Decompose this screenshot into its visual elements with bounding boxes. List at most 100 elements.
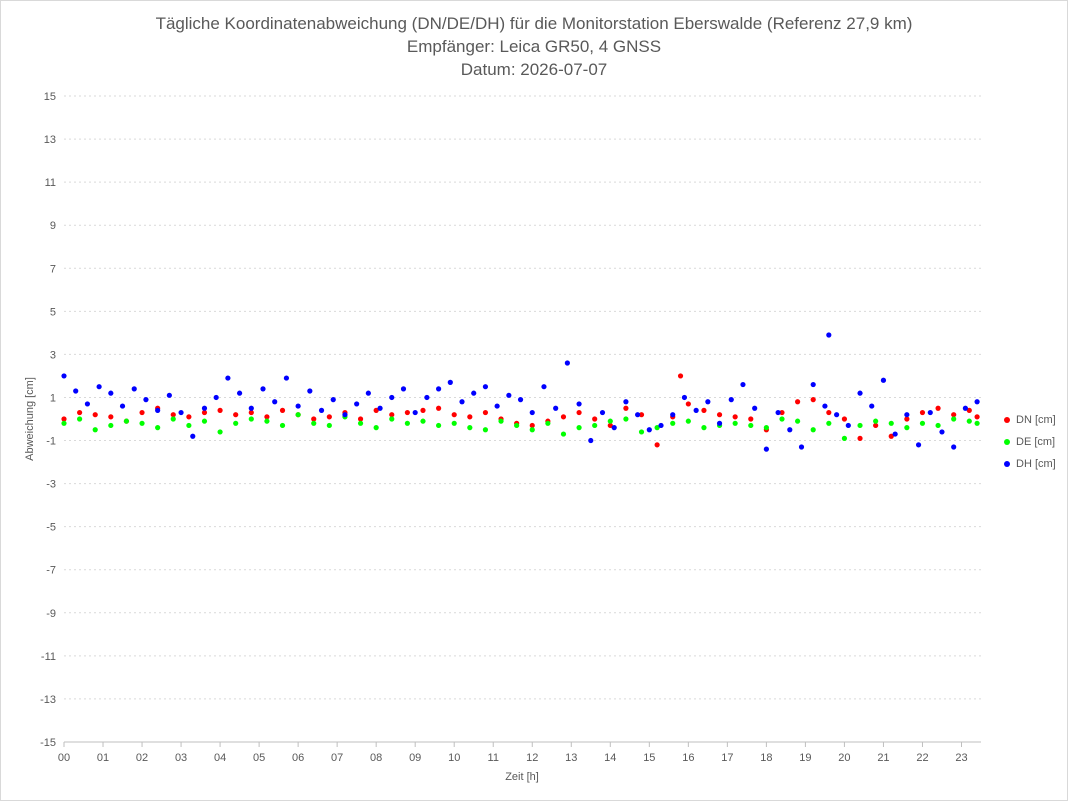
dh-point [728, 397, 734, 403]
dh-point [494, 403, 500, 409]
de-point [498, 418, 504, 424]
de-point [201, 418, 208, 424]
dn-point [451, 412, 457, 418]
de-point [951, 416, 957, 422]
dh-point [892, 431, 898, 437]
de-point [701, 425, 707, 431]
x-tick-label: 08 [370, 752, 382, 764]
dh-point [377, 405, 383, 411]
y-tick-label: -15 [40, 737, 56, 749]
dn-point [404, 409, 410, 416]
x-tick-label: 18 [760, 752, 772, 764]
de-point [638, 429, 645, 435]
de-point [576, 425, 582, 431]
de-point [974, 420, 980, 426]
dh-point [623, 399, 629, 405]
de-point [888, 420, 894, 426]
dh-point [155, 407, 161, 413]
legend-marker-de [1004, 439, 1010, 445]
de-point [420, 418, 426, 424]
dn-point [311, 416, 317, 422]
dh-point [412, 409, 418, 416]
dh-point [740, 381, 746, 388]
x-tick-label: 10 [448, 752, 460, 764]
de-point [795, 418, 801, 424]
dh-point [588, 437, 594, 444]
de-point [529, 427, 535, 433]
y-tick-label: -13 [40, 694, 56, 706]
dn-point [716, 412, 723, 418]
dn-point [592, 416, 598, 422]
x-tick-label: 04 [214, 752, 226, 764]
legend-marker-dh [1004, 461, 1010, 467]
dh-point [190, 433, 196, 439]
dh-point [810, 381, 816, 388]
chart-title-line-2: Empfänger: Leica GR50, 4 GNSS [406, 37, 662, 56]
x-tick-label: 15 [643, 752, 655, 764]
de-point [357, 420, 364, 426]
dh-point [681, 394, 688, 401]
de-point [217, 429, 223, 435]
dh-point [822, 403, 828, 409]
dh-point [541, 384, 547, 390]
legend-item-de: DE [cm] [1004, 431, 1056, 453]
dh-point [962, 405, 968, 411]
de-point [186, 422, 192, 429]
dn-point [701, 407, 707, 413]
x-tick-label: 16 [682, 752, 694, 764]
x-axis-title: Zeit [h] [505, 771, 539, 783]
dn-point [264, 414, 270, 420]
de-point [264, 418, 270, 424]
dh-point [96, 384, 102, 390]
dh-point [904, 412, 910, 418]
de-point [467, 425, 473, 431]
dh-point [763, 446, 769, 452]
dh-point [974, 399, 980, 405]
y-tick-label: -9 [46, 608, 56, 620]
dn-point [186, 414, 192, 420]
dh-point [798, 444, 805, 450]
dn-point [795, 399, 801, 405]
dh-point [529, 409, 535, 416]
dh-point [307, 388, 313, 394]
dh-point [517, 397, 524, 403]
dn-point [935, 405, 941, 411]
dh-point [857, 390, 863, 396]
dn-point [623, 405, 629, 411]
dh-point [752, 405, 758, 411]
dn-point [607, 422, 613, 429]
dh-point [389, 394, 395, 401]
dh-point [131, 386, 137, 392]
dn-point [826, 409, 832, 416]
dn-point [888, 433, 894, 439]
dn-point [841, 416, 848, 422]
dh-point [553, 405, 559, 411]
dn-point [389, 412, 395, 418]
dh-point [108, 390, 114, 396]
dh-point [599, 409, 606, 416]
de-point [155, 425, 161, 431]
de-point [810, 427, 816, 433]
series-dn [61, 373, 980, 448]
dh-point [951, 444, 957, 450]
dh-point [646, 427, 652, 433]
dh-point [201, 405, 208, 411]
dh-point [354, 401, 360, 407]
de-point [623, 416, 629, 422]
legend-item-dh: DH [cm] [1004, 453, 1056, 475]
dn-point [77, 409, 83, 416]
dn-point [529, 422, 535, 429]
dh-point [845, 422, 851, 429]
dh-point [459, 399, 465, 405]
de-point [873, 418, 879, 424]
dn-point [873, 422, 879, 429]
dh-point [119, 403, 126, 409]
dn-point [139, 409, 145, 416]
de-point [545, 420, 551, 426]
dh-point [178, 409, 184, 416]
dh-point [283, 375, 290, 381]
dh-point [826, 332, 832, 338]
de-point [919, 420, 926, 426]
y-tick-label: -1 [46, 436, 56, 448]
